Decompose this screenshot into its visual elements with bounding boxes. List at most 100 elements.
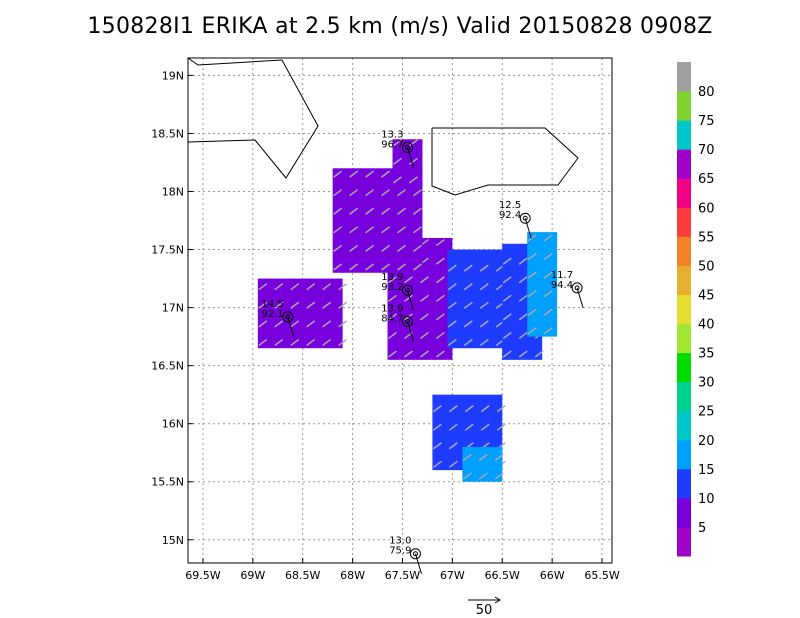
wind-vector xyxy=(543,252,553,261)
wind-vector xyxy=(432,442,442,450)
observation-station xyxy=(401,316,413,328)
wind-vector xyxy=(365,226,375,234)
wind-vector xyxy=(435,238,445,247)
observation-value-2: 94.4 xyxy=(551,280,573,291)
wind-vector xyxy=(258,338,268,347)
wind-vector xyxy=(413,244,422,252)
wind-vector xyxy=(365,189,375,197)
observation-value-2: 93.2 xyxy=(381,282,403,293)
observation-value-1: 11.7 xyxy=(551,270,573,281)
wind-vector xyxy=(502,257,512,265)
wind-vector xyxy=(419,350,429,358)
observation-station xyxy=(571,282,583,294)
wind-vector xyxy=(322,320,332,328)
x-tick-label: 67.5W xyxy=(385,569,420,582)
x-tick-label: 68.5W xyxy=(285,569,320,582)
wind-barb xyxy=(407,147,414,168)
colorbar-label: 65 xyxy=(698,172,715,187)
observation-value-1: 13.0 xyxy=(389,536,411,547)
colorbar: 5 10 15 20 25 30 35 40 45 50 55 60 65 70 75 80 xyxy=(677,62,715,557)
y-tick-label: 17N xyxy=(162,302,184,315)
wind-vector xyxy=(543,271,553,279)
colorbar-label: 55 xyxy=(698,230,715,245)
wind-barb xyxy=(524,218,532,239)
reference-vector: 50 xyxy=(468,596,501,618)
wind-vector xyxy=(447,264,457,272)
x-tick-label: 69W xyxy=(240,569,265,582)
wind-vector xyxy=(413,189,422,197)
wind-vector xyxy=(419,331,429,340)
observation-value-2: 92.4 xyxy=(499,210,521,221)
wind-vector xyxy=(435,276,445,284)
wind-vector xyxy=(258,283,268,291)
colorbar-swatch xyxy=(677,526,691,557)
wind-vector xyxy=(494,472,504,480)
wind-vector xyxy=(494,453,504,461)
wind-vector xyxy=(527,271,537,279)
wind-vector xyxy=(349,189,359,197)
wind-vector xyxy=(306,283,316,291)
observation-value-2: 75.9 xyxy=(389,546,411,557)
colorbar-swatch xyxy=(677,149,691,179)
wind-vector xyxy=(435,294,445,302)
reference-vector-head xyxy=(494,596,501,604)
wind-vector xyxy=(409,157,418,165)
wind-vector xyxy=(322,283,332,291)
wind-vector xyxy=(381,244,390,252)
colorbar-swatch xyxy=(677,352,691,383)
wind-vector xyxy=(463,301,473,309)
wind-barb xyxy=(407,290,414,311)
wind-vector xyxy=(333,226,343,234)
observation-value-1: 13.9 xyxy=(381,272,403,283)
wind-vector xyxy=(527,290,537,298)
colorbar-label: 50 xyxy=(698,259,715,274)
wind-vector xyxy=(258,301,268,309)
wind-vector xyxy=(409,139,418,147)
colorbar-swatch xyxy=(677,236,691,266)
colorbar-swatch xyxy=(677,323,691,354)
x-tick-label: 66W xyxy=(540,569,565,582)
wind-vector xyxy=(435,257,445,265)
observation-value-1: 13.3 xyxy=(381,129,403,140)
wind-vector xyxy=(404,294,413,302)
colorbar-label: 20 xyxy=(698,434,715,449)
coastline-puerto-rico-hispaniola xyxy=(187,57,319,179)
wind-vector xyxy=(393,176,402,184)
wind-vector xyxy=(479,338,489,347)
wind-vector xyxy=(518,294,528,302)
wind-vector xyxy=(518,350,528,358)
wind-vector xyxy=(518,276,528,284)
wind-vector xyxy=(480,404,490,413)
colorbar-swatch xyxy=(677,120,691,150)
wind-vector xyxy=(479,264,489,272)
wind-vector xyxy=(479,320,489,328)
coastline-layer xyxy=(187,57,579,196)
plot-frame xyxy=(187,57,613,564)
colorbar-swatch xyxy=(677,439,691,470)
colorbar-swatch xyxy=(677,410,691,441)
y-axis-ticks: 15N 15.5N 16N 16.5N 17N 17.5N 18N 18.5N 19N xyxy=(151,69,193,547)
wind-vector xyxy=(527,327,537,335)
colorbar-label: 5 xyxy=(698,521,706,536)
colorbar-swatch xyxy=(677,178,691,208)
wind-vector xyxy=(543,290,553,298)
wind-vector xyxy=(502,313,512,321)
wind-vector xyxy=(365,207,375,215)
wind-speed-region xyxy=(527,232,558,337)
colorbar-swatch xyxy=(677,468,691,499)
observation-layer: 13.396.712.592.413.993.211.794.414.592.1… xyxy=(261,129,584,574)
wind-vector xyxy=(447,338,457,347)
reference-vector-label: 50 xyxy=(476,603,493,618)
wind-vector xyxy=(527,234,537,242)
observation-station xyxy=(401,284,413,296)
wind-vector xyxy=(447,301,457,309)
colorbar-swatch xyxy=(677,497,691,528)
wind-vector xyxy=(543,327,553,335)
wind-vector xyxy=(397,189,406,197)
wind-vector xyxy=(448,442,458,450)
colorbar-swatch xyxy=(677,265,691,295)
observation-station xyxy=(519,212,531,224)
wind-vector xyxy=(290,338,300,347)
observation-value-2: 92.1 xyxy=(261,309,283,320)
